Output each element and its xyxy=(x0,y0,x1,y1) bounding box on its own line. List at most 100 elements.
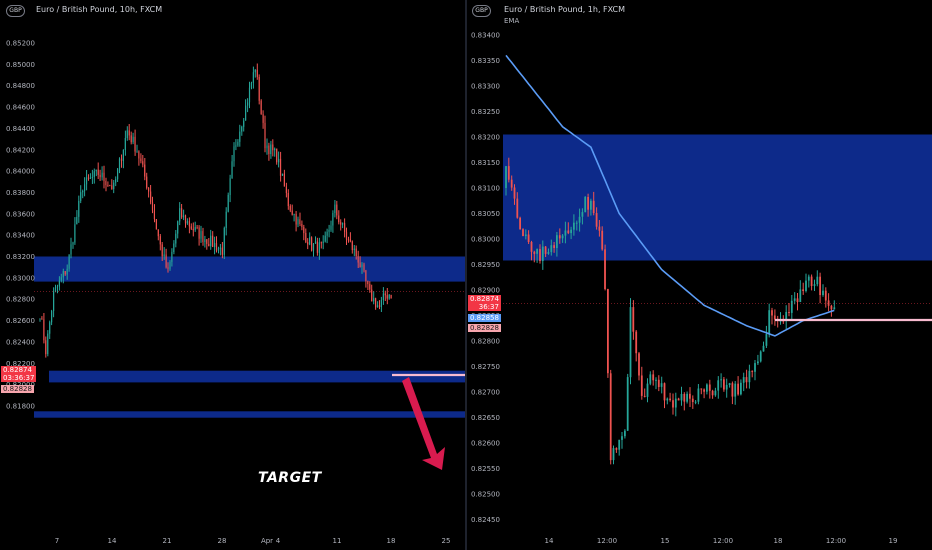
candle-body xyxy=(198,227,200,239)
last-price-value: 0.82874 xyxy=(3,366,32,374)
candle-body xyxy=(124,138,126,150)
candle-body xyxy=(148,187,150,192)
candle-body xyxy=(612,448,615,461)
candle-body xyxy=(70,244,72,255)
candle-body xyxy=(245,105,247,121)
candle-body xyxy=(533,251,536,254)
candle-body xyxy=(827,300,830,306)
price-axis-label: 0.82500 xyxy=(471,491,500,499)
candle-body xyxy=(181,208,183,218)
candle-body xyxy=(85,177,88,185)
candle-body xyxy=(322,241,324,243)
price-axis-label: 0.84600 xyxy=(6,104,35,112)
candle-body xyxy=(598,226,601,231)
candle-body xyxy=(299,219,301,224)
price-axis-label: 0.82700 xyxy=(471,389,500,397)
pane-divider[interactable] xyxy=(465,0,467,550)
candlestick-chart-10h[interactable]: 0.85200 0.85000 0.84800 0.84600 0.84400 0.842… xyxy=(0,0,465,550)
price-axis-label: 0.83350 xyxy=(471,57,500,65)
candle-body xyxy=(330,225,332,230)
candle-body xyxy=(43,319,45,341)
candle-body xyxy=(225,211,227,228)
currency-badge[interactable]: GBP xyxy=(6,5,25,17)
candle-body xyxy=(326,231,328,236)
candle-body xyxy=(643,395,646,397)
price-axis-label: 0.83200 xyxy=(6,253,35,261)
candle-body xyxy=(163,254,165,257)
price-axis-label: 0.82650 xyxy=(471,414,500,422)
candle-body xyxy=(706,384,708,392)
candle-body xyxy=(99,174,101,178)
candle-body xyxy=(117,168,119,180)
time-axis-label: 7 xyxy=(55,537,59,545)
candle-body xyxy=(824,290,827,301)
candle-body xyxy=(759,351,762,362)
candle-body xyxy=(748,370,751,383)
candle-body xyxy=(723,379,725,390)
candle-body xyxy=(264,122,266,149)
candle-body xyxy=(289,206,291,211)
candle-body xyxy=(790,300,793,313)
chart-pane-10h[interactable]: 0.85200 0.85000 0.84800 0.84600 0.84400 0.842… xyxy=(0,0,465,550)
candle-body xyxy=(677,398,680,401)
candle-body xyxy=(314,241,317,244)
candle-body xyxy=(380,300,382,307)
chart-pane-1h[interactable]: 0.83400 0.83350 0.83300 0.83250 0.83200 0.831… xyxy=(467,0,932,550)
candle-body xyxy=(74,224,76,243)
ema-line xyxy=(505,54,835,337)
target-zone xyxy=(49,370,465,383)
candle-body xyxy=(819,276,821,295)
candlestick-chart-1h[interactable]: 0.83400 0.83350 0.83300 0.83250 0.83200 0.831… xyxy=(467,0,932,550)
candle-body xyxy=(757,361,759,364)
chart-title: Euro / British Pound, 1h, FXCM xyxy=(504,5,626,14)
candle-body xyxy=(87,177,90,179)
candle-body xyxy=(624,430,626,437)
candle-body xyxy=(278,158,280,163)
time-axis-label: 18 xyxy=(387,537,396,545)
candle-body xyxy=(107,185,109,187)
candle-body xyxy=(328,229,330,232)
candle-body xyxy=(773,315,776,320)
candle-body xyxy=(159,236,161,245)
candle-body xyxy=(541,246,544,261)
candle-body xyxy=(361,264,363,268)
candle-body xyxy=(142,161,144,165)
candle-body xyxy=(539,249,541,261)
candle-body xyxy=(223,228,225,255)
candle-body xyxy=(640,375,643,396)
candle-body xyxy=(297,219,299,225)
candle-body xyxy=(272,144,274,151)
candle-body xyxy=(799,289,802,302)
candle-body xyxy=(231,161,233,179)
candle-body xyxy=(140,158,142,162)
candle-body xyxy=(115,179,117,183)
candle-body xyxy=(229,178,231,195)
lower-zone xyxy=(34,411,465,418)
candle-body xyxy=(279,158,282,176)
candle-body xyxy=(210,235,212,247)
ema-indicator-label[interactable]: EMA xyxy=(504,17,520,25)
candle-body xyxy=(371,289,373,302)
candle-body xyxy=(146,176,148,188)
candle-body xyxy=(785,312,788,321)
candle-body xyxy=(208,243,210,247)
time-axis-label: 14 xyxy=(545,537,554,545)
candle-body xyxy=(82,190,84,193)
candle-body xyxy=(161,244,163,257)
price-axis-label: 0.82400 xyxy=(6,338,35,346)
candle-body xyxy=(105,181,107,186)
price-axis-label: 0.83200 xyxy=(471,134,500,142)
price-axis-label: 0.83050 xyxy=(471,210,500,218)
candle-body xyxy=(674,398,677,408)
candle-body xyxy=(369,284,371,290)
candle-body xyxy=(144,164,146,177)
candle-body xyxy=(68,254,70,269)
candle-body xyxy=(573,222,575,230)
candle-body xyxy=(150,191,152,203)
candle-body xyxy=(80,192,82,201)
candle-body xyxy=(691,398,694,402)
price-axis-label: 0.84200 xyxy=(6,146,35,154)
candle-body xyxy=(184,215,187,224)
currency-badge[interactable]: GBP xyxy=(472,5,491,17)
candle-body xyxy=(527,234,530,242)
